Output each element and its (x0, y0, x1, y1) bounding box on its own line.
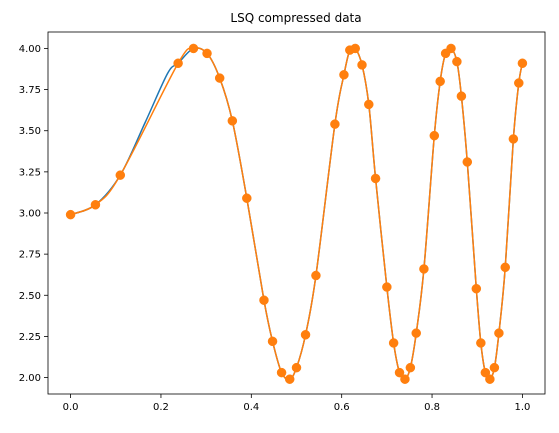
series-2-point-30 (419, 264, 429, 274)
series-2-point-10 (259, 295, 269, 305)
series-2-point-14 (291, 362, 302, 373)
series-2-point-39 (476, 338, 486, 348)
series-2-point-31 (429, 130, 440, 141)
series-2-point-44 (500, 262, 510, 273)
series-2-point-36 (456, 91, 467, 101)
y-tick-label: 4.00 (19, 44, 41, 55)
plot-area (65, 43, 528, 384)
x-tick-label: 0.4 (243, 402, 259, 413)
series-2-point-9 (242, 193, 252, 203)
series-2-point-43 (494, 328, 504, 338)
series-2-point-47 (517, 58, 528, 69)
x-tick-label: 0.6 (334, 402, 350, 413)
series-2-point-23 (370, 173, 381, 184)
series-2-point-32 (435, 76, 445, 87)
series-2-point-42 (489, 362, 500, 373)
axis-ticks: 0.0 0.2 0.4 0.6 0.8 1.0 2.00 2.25 2.50 2.75 3.00 3.… (19, 44, 531, 413)
series-2-point-4 (173, 58, 183, 69)
series-2-point-28 (405, 362, 416, 373)
series-2-point-46 (514, 78, 524, 88)
series-2-point-29 (411, 328, 421, 338)
series-2-point-8 (227, 116, 238, 126)
x-tick-label: 0.0 (63, 402, 79, 413)
series-2-point-3 (115, 170, 126, 180)
series-2-point-5 (188, 43, 199, 54)
series-2-point-1 (65, 209, 76, 220)
y-tick-label: 2.25 (19, 332, 41, 343)
y-tick-label: 3.75 (19, 85, 41, 96)
series-2-point-37 (462, 157, 473, 167)
series-2-point-18 (339, 70, 349, 80)
series-2-point-40 (480, 367, 491, 378)
series-1-line (70, 45, 524, 381)
series-2-point-2 (90, 200, 101, 210)
series-2-point-24 (382, 282, 392, 292)
series-2-point-27 (400, 374, 410, 384)
chart-title: LSQ compressed data (230, 11, 361, 25)
series-2-point-26 (394, 367, 405, 378)
series-2-point-11 (267, 336, 278, 347)
series-2-point-41 (485, 374, 495, 384)
series-2-point-6 (202, 48, 212, 59)
y-tick-label: 3.25 (19, 167, 41, 178)
series-2-point-34 (446, 43, 456, 54)
series-2-point-13 (284, 374, 295, 384)
series-2-point-17 (330, 119, 340, 129)
series-2-point-38 (471, 283, 482, 294)
x-tick-label: 1.0 (514, 402, 530, 413)
y-tick-label: 2.50 (19, 291, 41, 302)
series-2-point-7 (214, 73, 225, 83)
y-tick-label: 2.00 (19, 373, 41, 384)
x-tick-label: 0.8 (424, 402, 440, 413)
y-tick-label: 3.50 (19, 126, 41, 137)
y-tick-label: 2.75 (19, 250, 41, 261)
y-tick-label: 3.00 (19, 209, 41, 220)
series-2-point-20 (350, 43, 360, 54)
series-2-line (70, 45, 524, 381)
series-2-point-21 (357, 60, 367, 70)
series-2-point-15 (300, 330, 311, 340)
series-2-point-25 (388, 338, 399, 348)
series-2-point-45 (508, 134, 519, 144)
series-2-point-22 (364, 99, 374, 110)
series-2-point-12 (276, 367, 287, 378)
series-2-point-35 (452, 56, 462, 67)
x-tick-label: 0.2 (153, 402, 169, 413)
series-2-point-16 (311, 270, 321, 281)
